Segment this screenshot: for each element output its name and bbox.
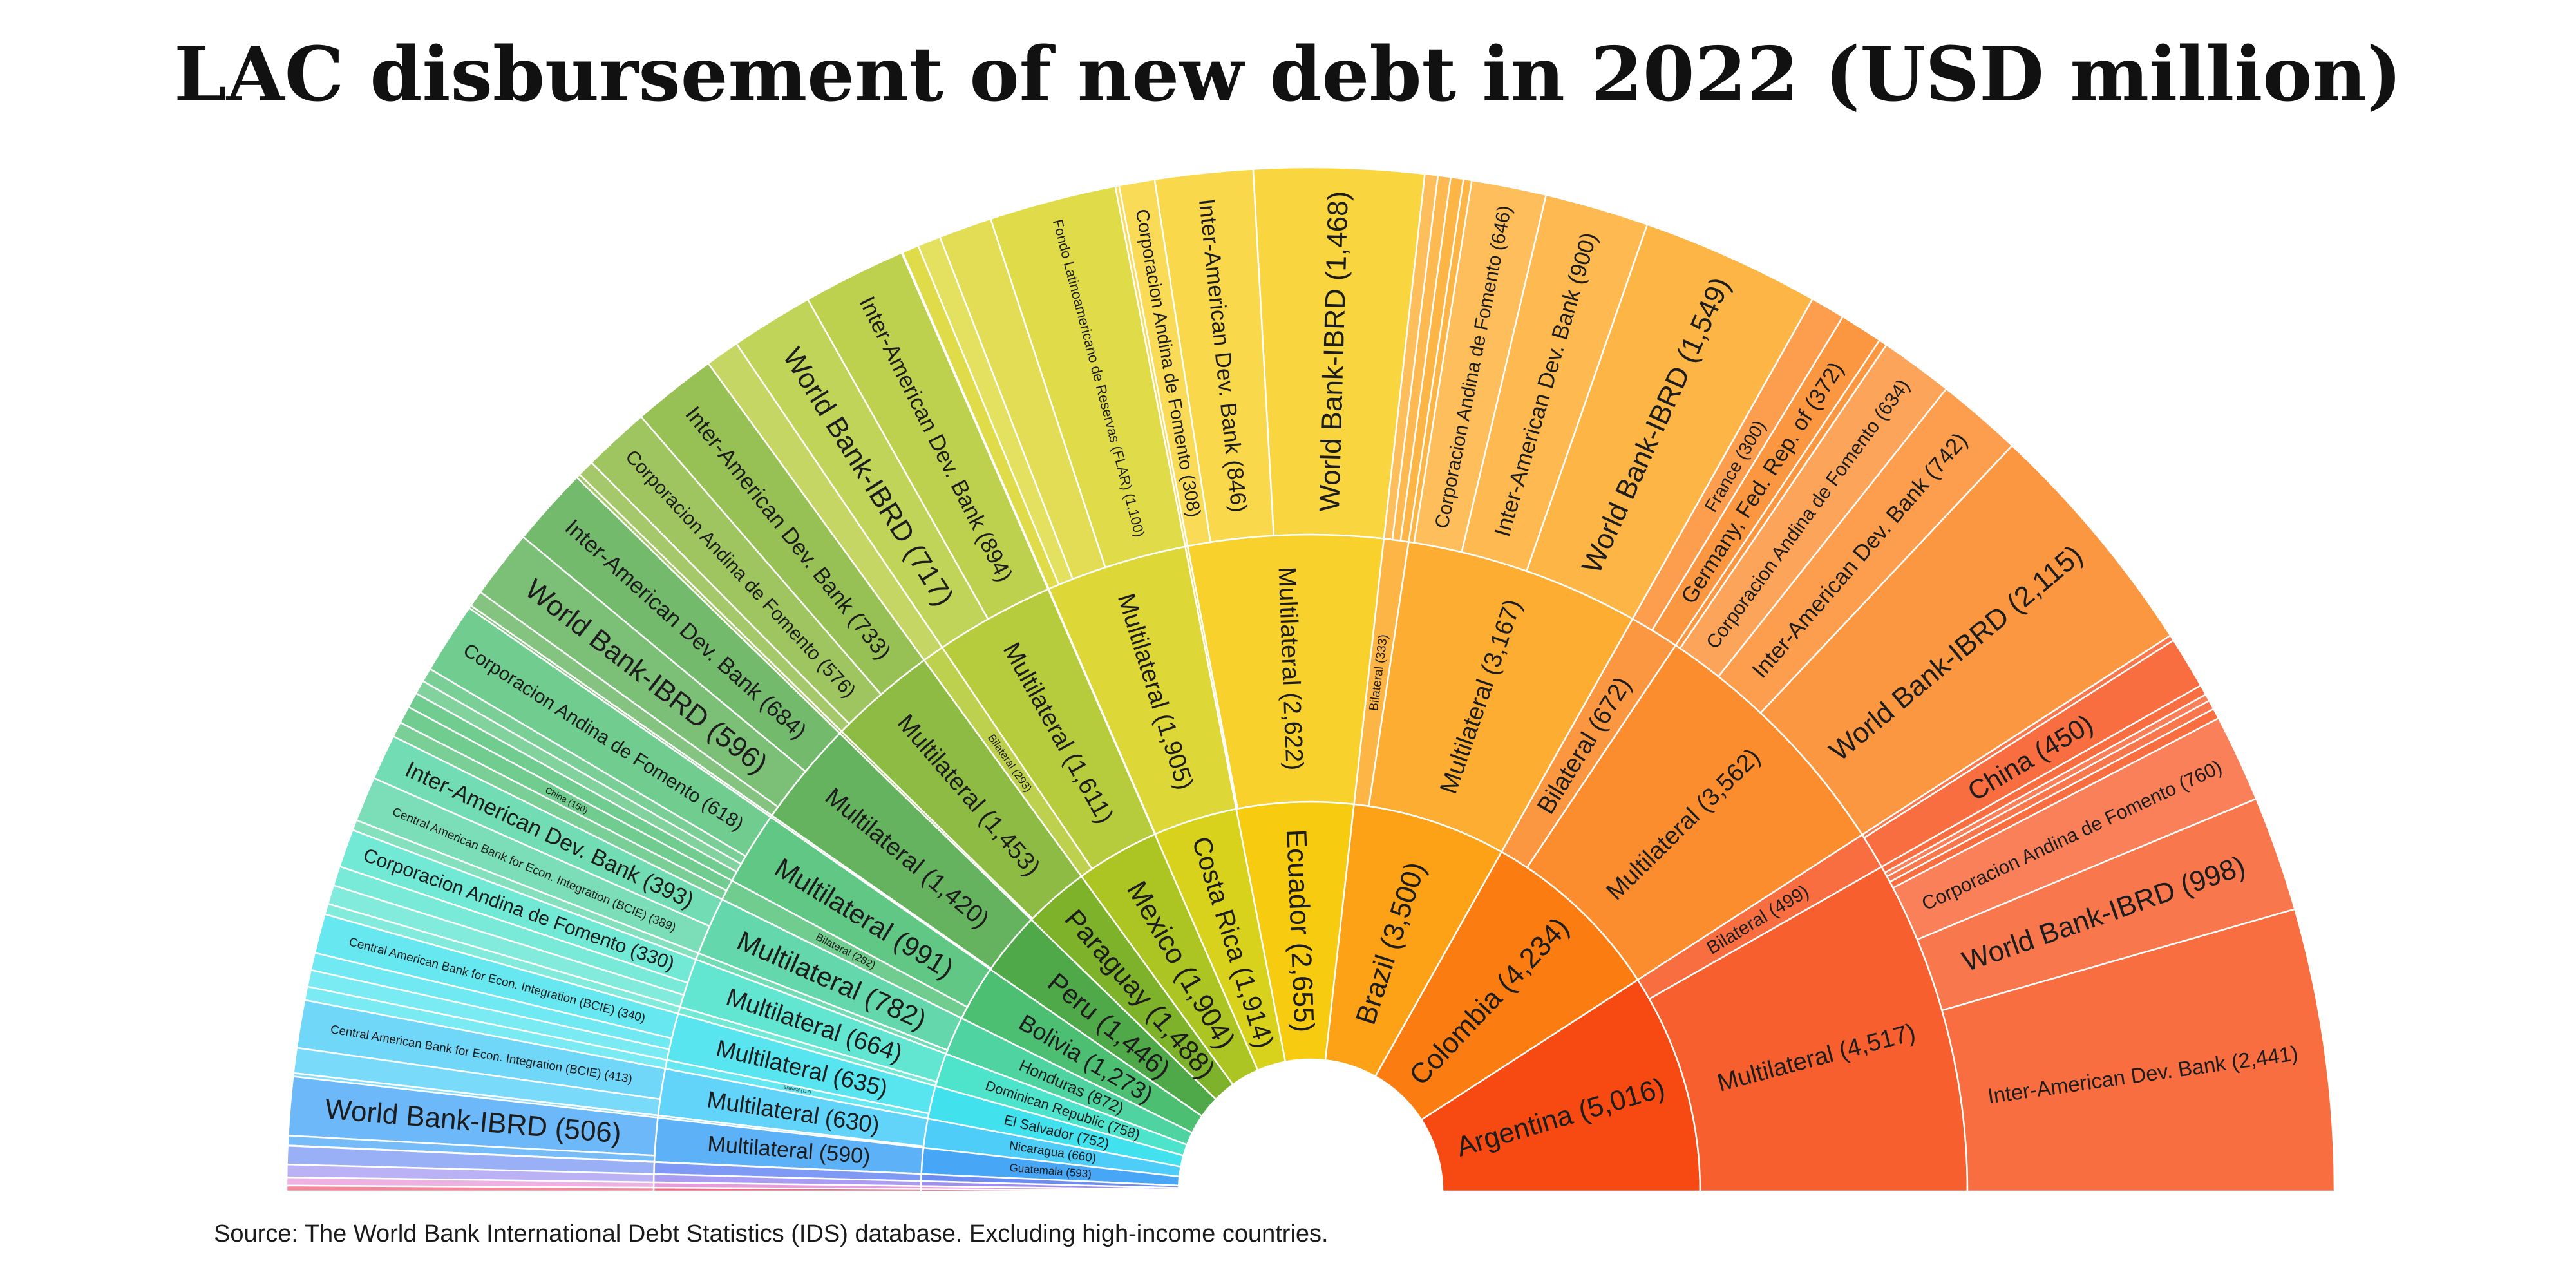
- sunburst-rings: [285, 166, 2336, 1193]
- chart-title: LAC disbursement of new debt in 2022 (US…: [174, 31, 2402, 118]
- chart-source-note: Source: The World Bank International Deb…: [214, 1220, 1329, 1247]
- segment-creditor-blank: [285, 1184, 655, 1193]
- segment-creditor-type-segment: [652, 1186, 922, 1193]
